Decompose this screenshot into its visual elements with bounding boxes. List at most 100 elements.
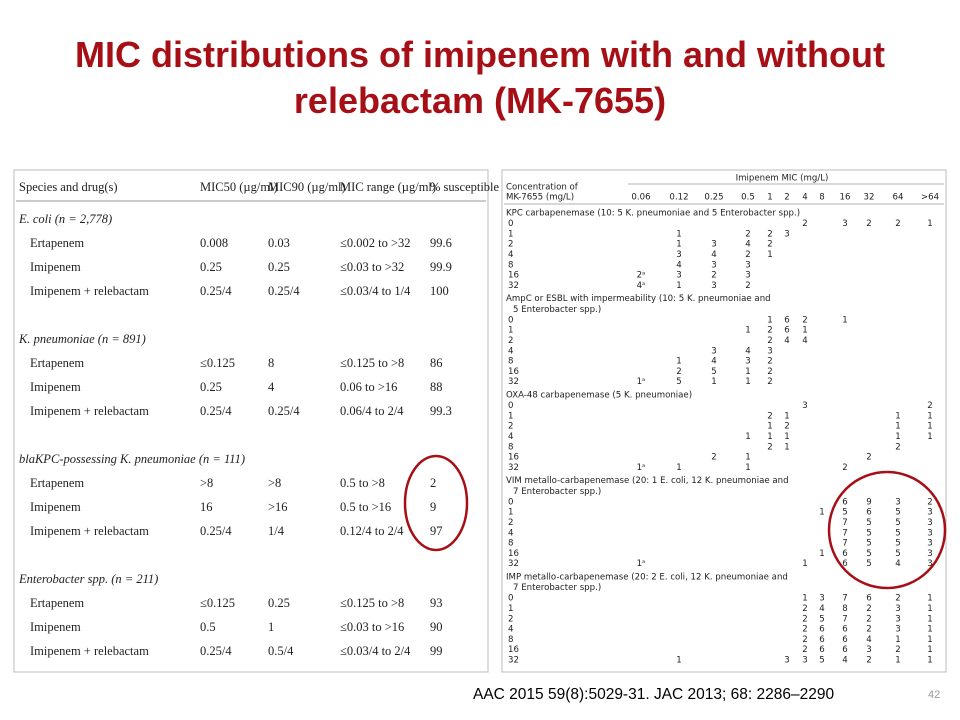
- column-header: 64: [893, 193, 904, 203]
- concentration: 16: [508, 367, 519, 377]
- table-cell: 0.5 to >16: [340, 500, 391, 514]
- count-cell: 7: [842, 614, 847, 624]
- count-cell: 1: [927, 604, 932, 614]
- concentration: 2: [508, 240, 513, 250]
- table-cell: Ertapenem: [30, 476, 84, 490]
- count-cell: 1: [927, 594, 932, 604]
- count-cell: 2: [711, 271, 716, 281]
- column-header: 1: [767, 193, 772, 203]
- count-cell: 2: [802, 219, 807, 229]
- table-cell: 0.25/4: [200, 644, 232, 658]
- count-cell: 1: [676, 281, 681, 291]
- count-cell: 2: [927, 497, 932, 507]
- count-cell: 5: [711, 367, 716, 377]
- table-cell: 86: [430, 356, 443, 370]
- concentration: 1: [508, 326, 513, 336]
- count-cell: 1: [745, 377, 750, 387]
- count-cell: 3: [802, 656, 807, 666]
- table-cell: 0.5/4: [268, 644, 294, 658]
- table-cell: ≤0.125 to >8: [340, 356, 404, 370]
- count-cell: 2: [802, 315, 807, 325]
- section-heading: 5 Enterobacter spp.): [513, 305, 601, 315]
- count-cell: 1: [767, 250, 772, 260]
- count-cell: 1: [802, 594, 807, 604]
- count-cell: 3: [927, 559, 932, 569]
- count-cell: 4: [819, 604, 824, 614]
- right-table: Imipenem MIC (mg/L) Concentration ofMK-76…: [504, 174, 944, 666]
- concentration: 1: [508, 411, 513, 421]
- row-header: Concentration of: [506, 183, 579, 193]
- column-header: 32: [864, 193, 875, 203]
- section-title: blaKPC-possessing K. pneumoniae (n = 111…: [19, 452, 245, 466]
- table-cell: 0.5 to >8: [340, 476, 385, 490]
- count-cell: 2: [767, 377, 772, 387]
- count-cell: 3: [927, 518, 932, 528]
- count-cell: 3: [927, 539, 932, 549]
- count-cell: 9: [866, 497, 871, 507]
- column-header: 2: [784, 193, 789, 203]
- count-cell: 3: [784, 229, 789, 239]
- column-header: 0.5: [741, 193, 755, 203]
- count-cell: 2: [802, 604, 807, 614]
- count-cell: 1: [745, 432, 750, 442]
- count-cell: 3: [676, 271, 681, 281]
- concentration: 2: [508, 518, 513, 528]
- count-cell: 3: [745, 357, 750, 367]
- count-cell: 1: [819, 508, 824, 518]
- concentration: 0: [508, 401, 513, 411]
- concentration: 16: [508, 453, 519, 463]
- count-cell: 3: [802, 401, 807, 411]
- section-heading: IMP metallo-carbapenemase (20: 2 E. coli…: [506, 573, 788, 583]
- count-cell: 2: [767, 367, 772, 377]
- count-cell: 1: [895, 422, 900, 432]
- count-cell: 5: [895, 549, 900, 559]
- column-header: % susceptible: [430, 180, 500, 194]
- count-cell: 3: [895, 625, 900, 635]
- count-cell: 3: [711, 260, 716, 270]
- table-cell: Ertapenem: [30, 356, 84, 370]
- column-header: 8: [819, 193, 824, 203]
- table-cell: 0.008: [200, 236, 228, 250]
- table-cell: 4: [268, 380, 275, 394]
- table-cell: 97: [430, 524, 443, 538]
- count-cell: 1: [784, 432, 789, 442]
- count-cell: 3: [842, 219, 847, 229]
- table-cell: Imipenem: [30, 620, 81, 634]
- column-header: MIC90 (µg/ml): [268, 180, 346, 194]
- table-cell: 99.6: [430, 236, 452, 250]
- count-cell: 1: [676, 463, 681, 473]
- count-cell: 3: [784, 656, 789, 666]
- table-cell: 2: [430, 476, 436, 490]
- count-cell: 5: [866, 539, 871, 549]
- count-cell: 4: [676, 260, 681, 270]
- count-cell: 6: [784, 315, 789, 325]
- count-cell: 3: [895, 614, 900, 624]
- concentration: 32: [508, 559, 519, 569]
- concentration: 16: [508, 549, 519, 559]
- table-cell: 0.25: [200, 260, 222, 274]
- count-cell: 3: [895, 497, 900, 507]
- count-cell: 4: [745, 346, 750, 356]
- concentration: 1: [508, 229, 513, 239]
- count-cell: 6: [842, 559, 847, 569]
- count-cell: 1: [676, 240, 681, 250]
- count-cell: 2: [895, 594, 900, 604]
- count-cell: 6: [866, 508, 871, 518]
- section-heading: KPC carbapenemase (10: 5 K. pneumoniae a…: [506, 209, 800, 219]
- count-cell: 4: [784, 336, 789, 346]
- count-cell: 2: [927, 401, 932, 411]
- table-cell: 0.06/4 to 2/4: [340, 404, 404, 418]
- table-cell: Imipenem + relebactam: [30, 404, 149, 418]
- count-cell: 1: [767, 315, 772, 325]
- column-header: Species and drug(s): [19, 180, 118, 194]
- count-cell: 1: [927, 635, 932, 645]
- count-cell: 4: [711, 357, 716, 367]
- count-cell: 3: [866, 645, 871, 655]
- table-cell: Imipenem + relebactam: [30, 284, 149, 298]
- count-cell: 1: [767, 422, 772, 432]
- slide-title: MIC distributions of imipenem with and w…: [75, 34, 885, 121]
- count-cell: 3: [745, 260, 750, 270]
- count-cell: 6: [842, 497, 847, 507]
- table-cell: ≤0.03 to >16: [340, 620, 404, 634]
